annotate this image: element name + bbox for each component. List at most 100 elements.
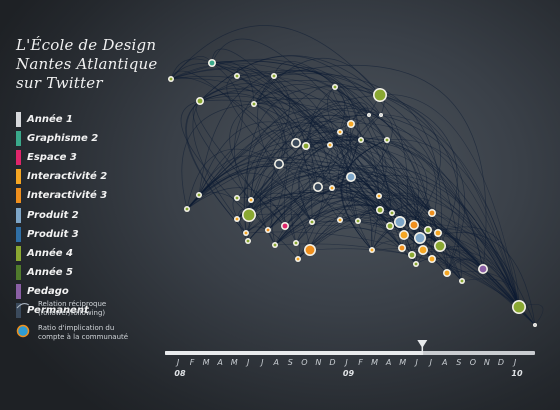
account-node[interactable] [376,193,382,199]
node-fill [235,196,239,200]
account-node[interactable] [533,323,537,327]
legend-item: Année 4 [16,244,107,263]
account-node[interactable] [379,113,383,117]
relation-edge [170,58,381,211]
legend-item: Espace 3 [16,148,107,167]
account-node[interactable] [347,120,355,128]
account-node[interactable] [329,185,335,191]
account-node[interactable] [408,251,416,259]
relation-edge [415,257,463,282]
legend-item: Pedago [16,282,107,301]
account-node[interactable] [274,159,284,169]
node-fill [338,218,342,222]
page-title: L'École de Design Nantes Atlantique sur … [16,36,176,93]
account-node[interactable] [281,222,289,230]
node-fill [246,239,250,243]
node-fill [249,198,253,202]
timeline-progress [165,351,423,355]
relation-edge [331,186,520,308]
account-node[interactable] [384,137,390,143]
relation-edge [431,257,520,308]
account-node[interactable] [234,73,240,79]
relation-edge [446,270,520,308]
relation-edge [198,129,297,196]
account-node[interactable] [332,84,338,90]
account-node[interactable] [459,278,465,284]
account-node[interactable] [478,264,488,274]
timeline-cursor[interactable] [417,340,428,348]
account-node[interactable] [265,227,271,233]
account-node[interactable] [376,206,384,214]
legend-swatch [16,302,21,318]
node-fill [429,210,435,216]
account-node[interactable] [248,197,254,203]
relation-edge [186,172,313,223]
account-node[interactable] [245,238,251,244]
account-node[interactable] [512,300,526,314]
account-node[interactable] [337,217,343,223]
legend-label: Permanent [27,304,89,316]
title-line-2: Nantes Atlantique [16,55,158,73]
relation-edge [371,216,484,270]
account-node[interactable] [369,247,375,253]
account-node[interactable] [434,240,446,252]
account-node[interactable] [399,230,409,240]
account-node[interactable] [418,245,428,255]
account-node[interactable] [337,129,343,135]
relation-edge [211,48,331,146]
relation-edge [170,25,381,96]
account-node[interactable] [242,208,256,222]
account-node[interactable] [302,142,310,150]
relation-edge [170,78,313,223]
account-node[interactable] [389,210,395,216]
account-node[interactable] [409,220,419,230]
account-node[interactable] [272,242,278,248]
node-fill [243,209,255,221]
relation-edge [311,220,520,308]
account-node[interactable] [313,182,323,192]
account-node[interactable] [346,172,356,182]
relation-line-icon [16,300,30,318]
node-fill [275,160,283,168]
node-fill [282,223,288,229]
account-node[interactable] [196,192,202,198]
account-node[interactable] [271,73,277,79]
account-node[interactable] [413,261,419,267]
account-node[interactable] [414,232,426,244]
account-node[interactable] [304,244,316,256]
account-node[interactable] [234,195,240,201]
legend-label: Graphisme 2 [27,133,99,145]
account-node[interactable] [184,206,190,212]
account-node[interactable] [293,240,299,246]
node-fill [169,77,173,81]
account-node[interactable] [424,226,432,234]
account-node[interactable] [358,137,364,143]
account-node[interactable] [434,229,442,237]
relation-edge [368,114,433,214]
account-node[interactable] [251,101,257,107]
account-node[interactable] [291,138,301,148]
account-node[interactable] [355,218,361,224]
account-node[interactable] [243,230,249,236]
account-node[interactable] [309,219,315,225]
relation-edge [199,83,297,144]
account-node[interactable] [394,216,406,228]
account-node[interactable] [386,222,394,230]
account-node[interactable] [367,113,371,117]
account-node[interactable] [168,76,174,82]
account-node[interactable] [373,88,387,102]
node-fill [272,74,276,78]
account-node[interactable] [234,216,240,222]
account-node[interactable] [443,269,451,277]
account-node[interactable] [428,255,436,263]
relation-edge [199,55,382,116]
node-fill [328,143,332,147]
account-node[interactable] [398,244,406,252]
account-node[interactable] [428,209,436,217]
account-node[interactable] [327,142,333,148]
account-node[interactable] [208,59,216,67]
account-node[interactable] [295,256,301,262]
account-node[interactable] [196,97,204,105]
